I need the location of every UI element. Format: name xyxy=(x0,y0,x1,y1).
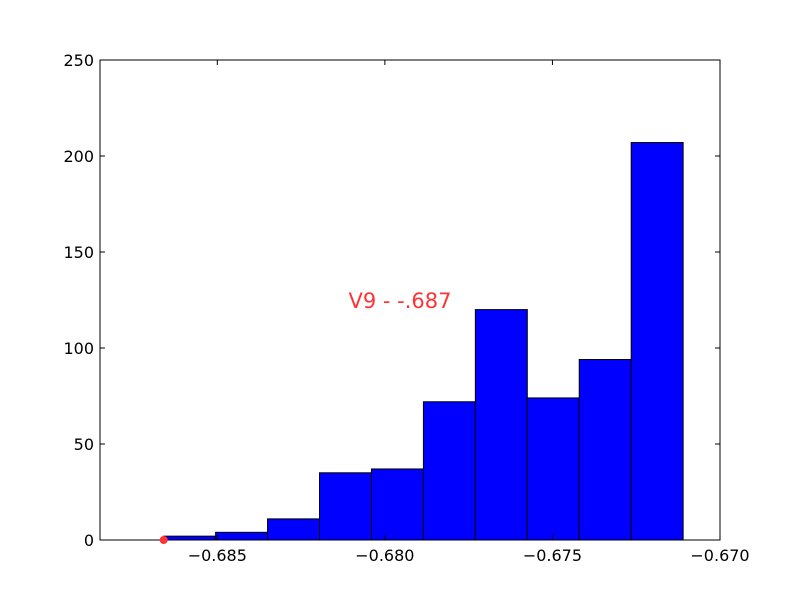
histogram-bar xyxy=(422,401,476,541)
histogram-bar xyxy=(267,518,321,541)
x-tick-label: −0.680 xyxy=(355,546,414,565)
histogram-bar xyxy=(215,531,269,541)
histogram-bar xyxy=(630,142,684,541)
histogram-bar xyxy=(370,468,424,541)
y-tick-label: 0 xyxy=(84,531,94,550)
histogram-bar xyxy=(319,472,372,541)
histogram-bar xyxy=(163,535,217,541)
annotation-label: V9 - -.687 xyxy=(349,289,452,313)
bars-layer xyxy=(163,142,684,541)
histogram-bar xyxy=(578,359,632,541)
y-tick-label: 100 xyxy=(63,339,94,358)
y-tick-label: 200 xyxy=(63,147,94,166)
y-tick-label: 50 xyxy=(74,435,94,454)
plot-frame xyxy=(99,59,721,541)
labels-layer: −0.685 −0.680 −0.675 −0.670 0 50 100 150 200 250 xyxy=(63,51,749,565)
x-tick-label: −0.685 xyxy=(188,546,247,565)
x-tick-label: −0.670 xyxy=(690,546,749,565)
value-marker xyxy=(159,536,168,544)
histogram-bar xyxy=(526,397,580,541)
histogram-bar xyxy=(474,309,528,541)
x-tick-label: −0.675 xyxy=(523,546,582,565)
y-tick-label: 150 xyxy=(63,243,94,262)
y-tick-label: 250 xyxy=(63,51,94,70)
